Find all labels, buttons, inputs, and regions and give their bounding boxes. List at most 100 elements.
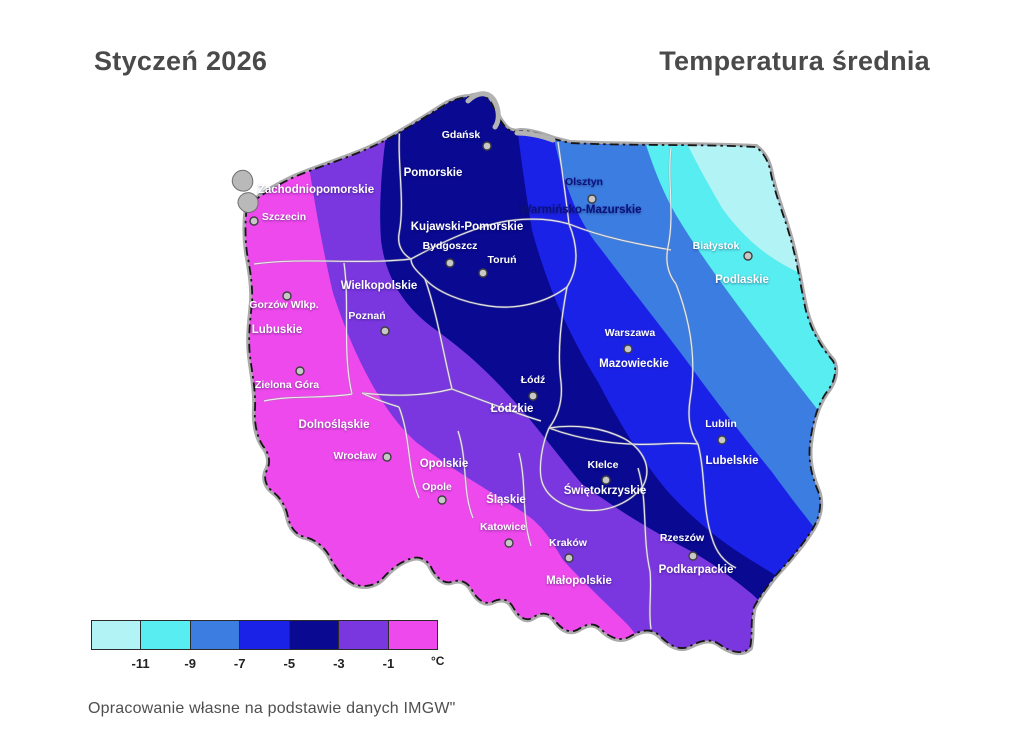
voivodeship-border <box>410 223 577 308</box>
hel-peninsula <box>465 91 501 130</box>
voivodeship-borders <box>253 115 737 630</box>
legend-tick: -3 <box>333 656 345 671</box>
voivodeship-border <box>518 452 532 547</box>
voivodeship-border <box>263 393 353 402</box>
city-label: Gdańsk <box>442 129 481 141</box>
voivodeship-border <box>410 218 570 260</box>
voivodeship-border <box>457 430 474 519</box>
city-label: Szczecin <box>262 211 306 223</box>
szczecin-lagoon-island <box>231 169 254 192</box>
city-marker <box>295 366 305 376</box>
city-marker <box>478 268 488 278</box>
city-marker <box>382 452 392 462</box>
region-label: Małopolskie <box>546 575 612 587</box>
city-marker <box>564 553 574 563</box>
legend-tick: -7 <box>233 656 246 671</box>
voivodeship-border <box>675 283 699 445</box>
region-label: Zachodniopomorskie <box>258 184 374 196</box>
city-marker <box>380 326 390 336</box>
source-attribution: Opracowanie własne na podstawie danych I… <box>88 700 456 717</box>
voivodeship-border <box>548 286 568 429</box>
city-marker <box>249 216 259 226</box>
city-label: Białystok <box>693 240 740 252</box>
voivodeship-border <box>361 388 453 396</box>
legend-tick: -1 <box>382 656 395 671</box>
city-marker <box>445 258 455 268</box>
coastal-features <box>231 91 556 213</box>
city-label: Toruń <box>488 254 517 266</box>
voivodeship-border <box>548 427 699 445</box>
voivodeship-border <box>398 115 412 260</box>
voivodeship-border <box>451 388 542 422</box>
legend-swatch--11--9 <box>141 621 191 649</box>
legend-tick: -11 <box>131 656 150 671</box>
region-label: Podkarpackie <box>659 564 734 576</box>
city-marker <box>528 391 538 401</box>
region-label: Podlaskie <box>715 274 769 286</box>
city-label: KIelce <box>588 459 619 471</box>
city-label: Opole <box>422 481 452 493</box>
city-label: Poznań <box>348 310 385 322</box>
city-marker <box>743 251 753 261</box>
legend-swatch--5--3 <box>289 621 340 649</box>
legend-swatch-below--11 <box>92 621 142 649</box>
city-marker <box>717 435 727 445</box>
city-marker <box>688 551 698 561</box>
city-label: Kraków <box>549 537 588 549</box>
region-label: Kujawski-Pomorskie <box>411 221 523 233</box>
legend-swatch-above--1 <box>388 621 437 649</box>
city-label: Gorzów Wlkp. <box>249 299 318 311</box>
legend-tick: -9 <box>184 656 196 671</box>
city-marker <box>504 538 514 548</box>
city-label: Olsztyn <box>565 176 603 188</box>
legend-swatch--9--7 <box>190 621 241 649</box>
city-labels: Gdańsk Szczecin Olsztyn Białystok Bydgoszcz T… <box>249 129 753 563</box>
city-label: Bydgoszcz <box>423 240 478 252</box>
region-label: Świętokrzyskie <box>564 484 646 497</box>
voivodeship-border <box>697 443 737 569</box>
voivodeship-border <box>361 392 400 408</box>
region-label: Dolnośląskie <box>299 419 370 431</box>
voivodeship-border <box>568 223 672 251</box>
region-label: Mazowieckie <box>599 358 669 370</box>
region-label: Lubelskie <box>705 455 758 467</box>
legend-tick: -5 <box>283 656 296 671</box>
region-label: Opolskie <box>420 458 469 470</box>
region-label: Wielkopolskie <box>341 280 418 292</box>
city-marker <box>282 291 292 301</box>
voivodeship-border <box>666 147 677 285</box>
temperature-legend <box>91 620 438 650</box>
city-label: Wrocław <box>334 450 378 462</box>
city-marker <box>623 344 633 354</box>
voivodeship-border <box>557 141 570 225</box>
region-label: Łódzkie <box>491 403 534 415</box>
voivodeship-border <box>424 278 453 390</box>
region-label: Warmińsko-Mazurskie <box>521 204 642 216</box>
city-marker <box>482 141 492 151</box>
city-label: Zielona Góra <box>255 379 319 391</box>
szczecin-lagoon-island <box>237 192 259 213</box>
voivodeship-border <box>398 406 420 499</box>
city-label: Rzeszów <box>660 532 705 544</box>
voivodeship-border <box>253 258 412 265</box>
legend-unit: °C <box>431 654 445 668</box>
city-label: Łódź <box>521 374 546 386</box>
city-marker <box>587 194 597 204</box>
region-label: Lubuskie <box>252 324 302 336</box>
legend-swatch--7--5 <box>240 621 290 649</box>
page-title-month: Styczeń 2026 <box>94 46 268 76</box>
legend-swatch--3--1 <box>339 621 389 649</box>
region-labels: Zachodniopomorskie Pomorskie Warmińsko-Maz… <box>252 167 769 587</box>
city-label: Lublin <box>705 418 737 430</box>
city-label: Katowice <box>480 521 526 533</box>
city-marker <box>437 495 447 505</box>
vistula-spit <box>514 130 556 143</box>
city-marker <box>601 475 611 485</box>
voivodeship-border <box>637 467 652 630</box>
region-label: Pomorskie <box>404 167 463 179</box>
region-label: Śląskie <box>486 493 526 506</box>
voivodeship-border <box>343 262 353 395</box>
city-label: Warszawa <box>605 327 656 339</box>
